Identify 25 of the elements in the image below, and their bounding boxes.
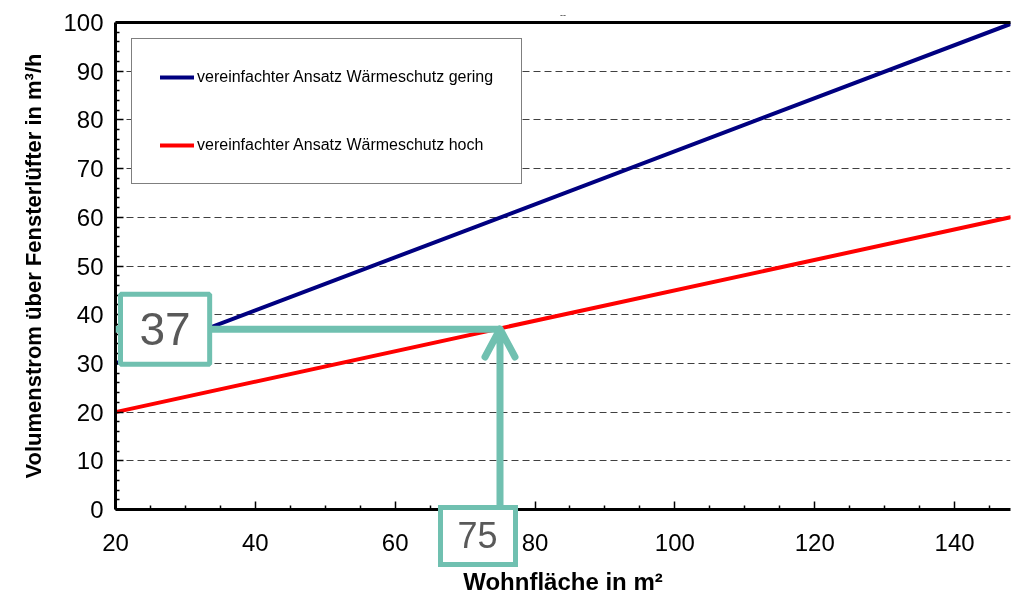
x-tick-label: 80 <box>521 528 549 556</box>
annotation: 37 <box>139 303 191 356</box>
legend-label: vereinfachter Ansatz Wärmeschutz gering <box>197 68 494 86</box>
x-tick-label: 100 <box>654 528 695 556</box>
x-tick-label: 40 <box>242 528 269 556</box>
annotation: 75 <box>457 514 498 559</box>
legend-label: vereinfachter Ansatz Wärmeschutz hoch <box>197 136 484 154</box>
y-tick-label: 80 <box>76 106 104 134</box>
x-tick-label: 20 <box>102 528 129 556</box>
y-tick-label: 60 <box>76 203 104 231</box>
x-axis-title: Wohnfläche in m² <box>463 567 663 595</box>
y-tick-label: 100 <box>63 9 104 36</box>
chart-title: -- <box>560 9 566 20</box>
y-tick-label: 90 <box>76 57 104 85</box>
x-tick-label: 60 <box>381 528 409 556</box>
y-tick-label: 50 <box>76 252 104 280</box>
y-tick-label: 10 <box>76 447 104 475</box>
x-tick-label: 120 <box>794 528 835 556</box>
y-tick-label: 20 <box>76 398 104 426</box>
y-axis-title: Volumenstrom über Fensterlüfter in m³/h <box>21 53 47 479</box>
y-tick-label: 70 <box>76 155 104 183</box>
y-tick-label: 40 <box>76 301 104 329</box>
x-tick-label: 140 <box>934 528 975 556</box>
y-tick-label: 30 <box>76 349 104 377</box>
y-tick-label: 0 <box>90 496 104 523</box>
